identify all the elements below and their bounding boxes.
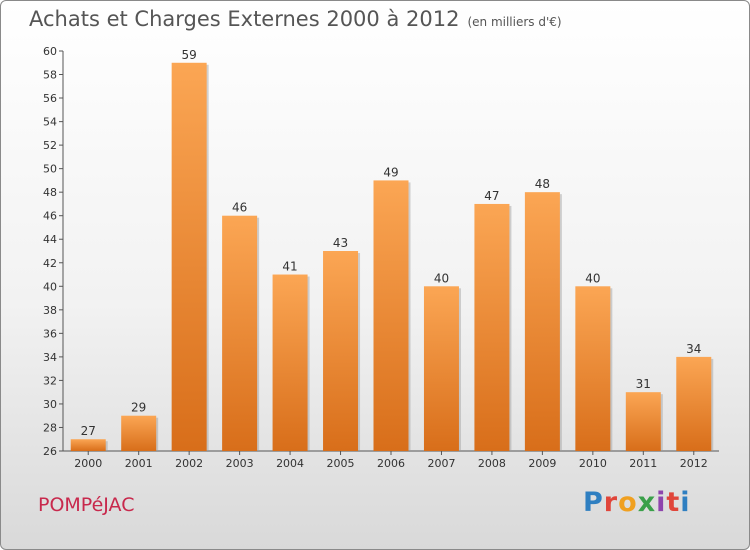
- bar: [323, 251, 359, 451]
- bar: [121, 415, 157, 451]
- y-tick-label: 60: [43, 45, 57, 58]
- x-tick-label: 2001: [125, 457, 153, 470]
- chart-title: Achats et Charges Externes 2000 à 2012 (e…: [29, 7, 562, 31]
- data-label: 41: [282, 260, 297, 274]
- x-tick-label: 2003: [226, 457, 254, 470]
- y-tick-label: 46: [43, 210, 57, 223]
- bar: [222, 215, 258, 451]
- y-tick-label: 36: [43, 327, 57, 340]
- data-label: 34: [686, 342, 701, 356]
- x-tick-label: 2005: [327, 457, 355, 470]
- bar: [373, 180, 409, 452]
- data-label: 48: [535, 177, 550, 191]
- y-tick-label: 30: [43, 398, 57, 411]
- y-tick-label: 38: [43, 304, 57, 317]
- logo-letter: i: [656, 487, 667, 518]
- data-label: 31: [636, 377, 651, 391]
- logo-letter: o: [618, 487, 638, 518]
- x-tick-label: 2012: [680, 457, 708, 470]
- x-tick-label: 2007: [427, 457, 455, 470]
- x-tick-label: 2006: [377, 457, 405, 470]
- logo-letter: P: [583, 487, 604, 518]
- x-tick-label: 2004: [276, 457, 304, 470]
- town-name: POMPéJAC: [38, 494, 135, 516]
- data-label: 40: [585, 271, 600, 285]
- data-label: 27: [81, 424, 96, 438]
- x-tick-label: 2002: [175, 457, 203, 470]
- data-label: 47: [484, 189, 499, 203]
- y-tick-label: 44: [43, 233, 57, 246]
- y-tick-label: 42: [43, 257, 57, 270]
- x-tick-label: 2011: [629, 457, 657, 470]
- data-label: 49: [383, 165, 398, 179]
- bar: [423, 286, 459, 451]
- y-tick-label: 56: [43, 92, 57, 105]
- logo-letter: x: [637, 487, 657, 518]
- x-tick-label: 2009: [528, 457, 556, 470]
- data-label: 43: [333, 236, 348, 250]
- bar: [676, 356, 712, 451]
- y-tick-label: 52: [43, 139, 57, 152]
- data-label: 59: [182, 48, 197, 62]
- chart-title-text: Achats et Charges Externes 2000 à 2012: [29, 7, 460, 31]
- y-tick-label: 58: [43, 69, 57, 82]
- bar: [575, 286, 611, 451]
- bar: [171, 62, 207, 451]
- bar: [474, 203, 510, 451]
- data-label: 46: [232, 201, 247, 215]
- chart-unit: (en milliers d'€): [467, 15, 562, 29]
- data-label: 40: [434, 271, 449, 285]
- x-tick-label: 2008: [478, 457, 506, 470]
- y-tick-label: 28: [43, 421, 57, 434]
- logo-letter: i: [680, 487, 691, 518]
- y-tick-label: 26: [43, 445, 57, 458]
- bar: [524, 192, 560, 452]
- bar: [625, 392, 661, 451]
- y-tick-label: 32: [43, 374, 57, 387]
- y-tick-label: 34: [43, 351, 57, 364]
- bar: [272, 274, 308, 451]
- data-label: 29: [131, 401, 146, 415]
- x-tick-label: 2000: [74, 457, 102, 470]
- y-tick-label: 54: [43, 116, 57, 129]
- proxiti-logo: Proxiti: [583, 487, 691, 518]
- logo-letter: t: [666, 487, 681, 518]
- y-tick-label: 40: [43, 280, 57, 293]
- bar: [70, 439, 106, 451]
- x-tick-label: 2010: [579, 457, 607, 470]
- y-tick-label: 50: [43, 163, 57, 176]
- logo-letter: r: [603, 487, 619, 518]
- y-tick-label: 48: [43, 186, 57, 199]
